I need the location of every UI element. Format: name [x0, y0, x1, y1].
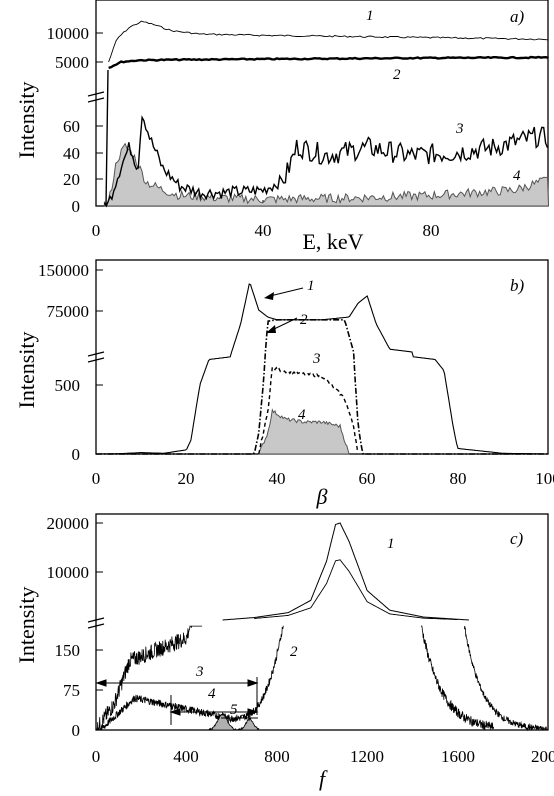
c-right-tail-line-2: [464, 626, 549, 732]
a-ytick-label-5000: 5000: [55, 53, 89, 72]
c-annotation-5-label: 5: [230, 702, 238, 718]
a-axis-break: [87, 91, 105, 103]
a-ytick-label-10000: 10000: [47, 24, 90, 43]
c-annotation-4-label: 4: [208, 686, 216, 702]
b-xtick-label-80: 80: [450, 469, 467, 488]
a-series-2-label: 2: [393, 67, 401, 83]
panel-b-label: b): [510, 276, 525, 295]
a-series-4-area: [103, 142, 550, 208]
panel-c-label: c): [510, 529, 524, 548]
b-xtick-label-40: 40: [269, 469, 286, 488]
a-xtick-label-0: 0: [92, 221, 101, 240]
c-ytick-label-10000: 10000: [47, 563, 90, 582]
c-xtick-label-2000: 2000: [531, 747, 554, 766]
c-xtick-label-0: 0: [92, 747, 101, 766]
b-arrow-1: [264, 287, 304, 300]
c-ylabel: Intensity: [14, 587, 39, 664]
b-xlabel: β: [316, 484, 328, 509]
c-series-5-area: [208, 711, 260, 731]
c-series-1-line: [222, 522, 469, 621]
a-series-4-label: 4: [513, 168, 521, 184]
c-series-3-line: [95, 625, 203, 731]
panel-c-frame: [95, 513, 549, 731]
b-ytick-label-75000: 75000: [47, 302, 90, 321]
b-series-4-label: 4: [298, 407, 306, 423]
c-right-tail-line: [421, 624, 494, 730]
c-series-1-inner-line: [254, 559, 458, 620]
b-series-1-label: 1: [307, 278, 315, 294]
a-xtick-label-80: 80: [423, 221, 440, 240]
a-series-2-line: [108, 55, 549, 70]
a-ytick-label-20: 20: [63, 170, 80, 189]
b-series-4-area: [258, 408, 350, 455]
a-ytick-label-0: 0: [72, 197, 81, 216]
a-series-1-line: [108, 20, 549, 63]
c-xtick-label-1200: 1200: [350, 747, 384, 766]
b-series-3-line: [258, 365, 359, 455]
c-series-1-label: 1: [387, 536, 395, 552]
a-rise-line: [105, 69, 109, 207]
c-ytick-label-0: 0: [72, 721, 81, 740]
c-annotation-3: [95, 677, 259, 715]
c-xtick-label-400: 400: [173, 747, 199, 766]
c-xtick-label-1600: 1600: [441, 747, 475, 766]
b-series-3-label: 3: [312, 351, 321, 367]
b-xtick-label-100: 100: [535, 469, 554, 488]
c-ytick-label-150: 150: [55, 641, 81, 660]
a-xlabel: E, keV: [302, 229, 363, 254]
panel-a-label: a): [510, 7, 525, 26]
b-xtick-label-60: 60: [359, 469, 376, 488]
b-series-1-line: [96, 283, 548, 455]
b-axis-break: [87, 351, 105, 363]
c-xlabel: f: [319, 766, 328, 791]
a-series-1-label: 1: [366, 8, 374, 24]
a-ytick-label-40: 40: [63, 144, 80, 163]
a-series-3-line: [103, 115, 549, 208]
c-annotation-4: [169, 695, 259, 725]
a-ylabel: Intensity: [14, 82, 39, 159]
b-series-2-label: 2: [300, 312, 308, 328]
panel-a-frame: [95, 0, 549, 207]
b-arrow-2: [266, 317, 298, 333]
b-xtick-label-20: 20: [178, 469, 195, 488]
c-ytick-label-75: 75: [63, 681, 80, 700]
c-xtick-label-800: 800: [264, 747, 290, 766]
c-series-2-label: 2: [290, 644, 298, 660]
c-axis-break: [87, 617, 105, 629]
b-ytick-label-0: 0: [72, 445, 81, 464]
a-xtick-label-40: 40: [255, 221, 272, 240]
panel-a: a) 10000 5000 60 40 20 0 0 40 80 E, keV …: [14, 0, 550, 254]
b-ytick-label-150000: 150000: [38, 261, 89, 280]
b-xtick-label-0: 0: [92, 469, 101, 488]
c-series-2-line: [100, 625, 284, 731]
a-series-3-label: 3: [455, 121, 464, 137]
a-ytick-label-60: 60: [63, 117, 80, 136]
c-annotation-3-label: 3: [195, 664, 204, 680]
b-ytick-label-500: 500: [55, 376, 81, 395]
panel-c: c) 20000 10000 150 75 0 0 400 800 1200 1…: [14, 513, 554, 791]
c-ytick-label-20000: 20000: [47, 514, 90, 533]
b-ylabel: Intensity: [14, 332, 39, 409]
panel-b: b) 150000 75000 500 0 0 20 40 60 80 100 …: [14, 259, 554, 509]
